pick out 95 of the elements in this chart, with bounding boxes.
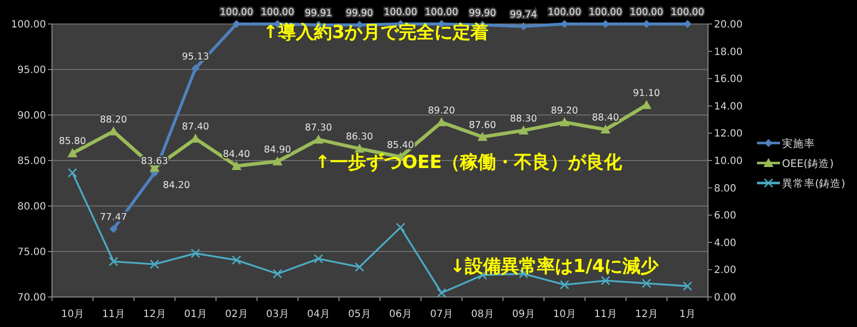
x-tick-label: 04月 [307, 309, 330, 320]
data-label: 89.20 [428, 105, 456, 116]
x-tick-label: 08月 [471, 309, 494, 320]
data-label: 84.20 [162, 180, 190, 191]
x-tick-label: 12月 [143, 309, 166, 320]
point [108, 256, 118, 266]
x-tick-label: 10月 [61, 309, 84, 320]
point [560, 117, 570, 126]
point [600, 276, 610, 286]
data-label: 99.74 [510, 9, 538, 20]
x-tick-label: 10月 [553, 309, 576, 320]
point [642, 100, 652, 109]
data-label: 89.20 [550, 105, 578, 116]
point [396, 222, 406, 232]
x-tick-label: 06月 [389, 309, 412, 320]
x-tick-label: 09月 [512, 309, 535, 320]
y2-tick-label: 16.00 [714, 74, 743, 86]
y2-tick-label: 6.00 [714, 210, 736, 222]
x-tick-label: 07月 [430, 309, 453, 320]
x-tick-label: 11月 [102, 309, 125, 320]
point [642, 278, 652, 288]
legend-label: 実施率 [782, 137, 815, 150]
data-label: 87.30 [304, 122, 332, 134]
annotation: ↑導入約3か月で完全に定着 [263, 22, 489, 43]
point [68, 168, 78, 178]
y2-tick-label: 10.00 [714, 156, 743, 167]
point [190, 248, 200, 258]
data-label: 99.91 [304, 8, 332, 19]
data-label: 100.00 [424, 7, 458, 18]
y2-tick-label: 20.00 [714, 20, 743, 30]
y2-tick-label: 8.00 [714, 183, 736, 194]
y2-tick-label: 18.00 [714, 46, 743, 58]
data-label: 99.90 [468, 8, 496, 19]
data-label: 100.00 [670, 7, 704, 18]
data-label: 86.30 [346, 132, 374, 143]
x-tick-label: 11月 [594, 309, 617, 320]
y-tick-label: 95.00 [17, 65, 46, 76]
y-tick-label: 70.00 [17, 292, 46, 304]
point [436, 288, 446, 298]
point [272, 156, 282, 166]
x-tick-label: 05月 [348, 309, 371, 320]
point [600, 124, 610, 134]
point [314, 134, 324, 144]
y-tick-label: 75.00 [17, 247, 46, 258]
point [232, 255, 242, 265]
point [518, 125, 528, 134]
x-tick-label: 03月 [266, 309, 289, 320]
point [682, 281, 692, 291]
y-tick-label: 80.00 [17, 202, 46, 212]
data-label: 85.80 [58, 136, 86, 148]
point [68, 148, 78, 158]
data-label: 84.40 [222, 148, 250, 160]
y-tick-label: 85.00 [17, 156, 46, 167]
data-label: 100.00 [588, 7, 622, 18]
x-tick-label: 02月 [225, 309, 248, 320]
point [354, 144, 364, 153]
data-label: 85.40 [386, 140, 414, 151]
legend-label: OEE(鋳造) [782, 157, 834, 170]
x-tick-label: 01月 [184, 309, 207, 320]
point [520, 22, 528, 30]
y2-tick-label: 4.00 [714, 238, 736, 249]
point [478, 132, 488, 141]
y2-tick-label: 2.00 [714, 265, 736, 276]
point [232, 160, 242, 170]
data-label: 99.90 [346, 8, 374, 19]
point [354, 262, 364, 272]
data-label: 84.90 [264, 144, 292, 156]
y2-tick-label: 14.00 [714, 101, 743, 112]
point [436, 117, 446, 126]
point [314, 254, 324, 264]
data-label: 91.10 [632, 88, 660, 99]
annotation: ↑一歩ずつOEE（稼働・不良）が良化 [315, 152, 623, 173]
y-tick-label: 100.00 [11, 20, 46, 30]
x-tick-label: 12月 [635, 309, 658, 320]
point [560, 280, 570, 290]
data-label: 88.40 [592, 112, 620, 124]
data-label: 100.00 [548, 7, 582, 18]
data-label: 88.30 [510, 113, 538, 124]
legend-label: 異常率(鋳造) [782, 177, 846, 190]
point [192, 64, 200, 72]
y2-tick-label: 12.00 [714, 128, 743, 140]
point [272, 269, 282, 278]
data-label: 87.60 [468, 120, 496, 131]
data-label: 100.00 [384, 7, 418, 18]
y-tick-label: 90.00 [17, 110, 46, 122]
data-label: 100.00 [630, 7, 664, 18]
data-label: 88.20 [100, 114, 128, 126]
y2-tick-label: 0.00 [714, 292, 736, 304]
point [150, 260, 160, 269]
annotation: ↓設備異常率は1/4に減少 [450, 256, 660, 277]
data-label: 100.00 [220, 7, 254, 18]
data-label: 87.40 [182, 122, 210, 133]
x-tick-label: 1月 [679, 309, 696, 320]
point [110, 225, 118, 234]
data-label: 100.00 [260, 7, 294, 18]
